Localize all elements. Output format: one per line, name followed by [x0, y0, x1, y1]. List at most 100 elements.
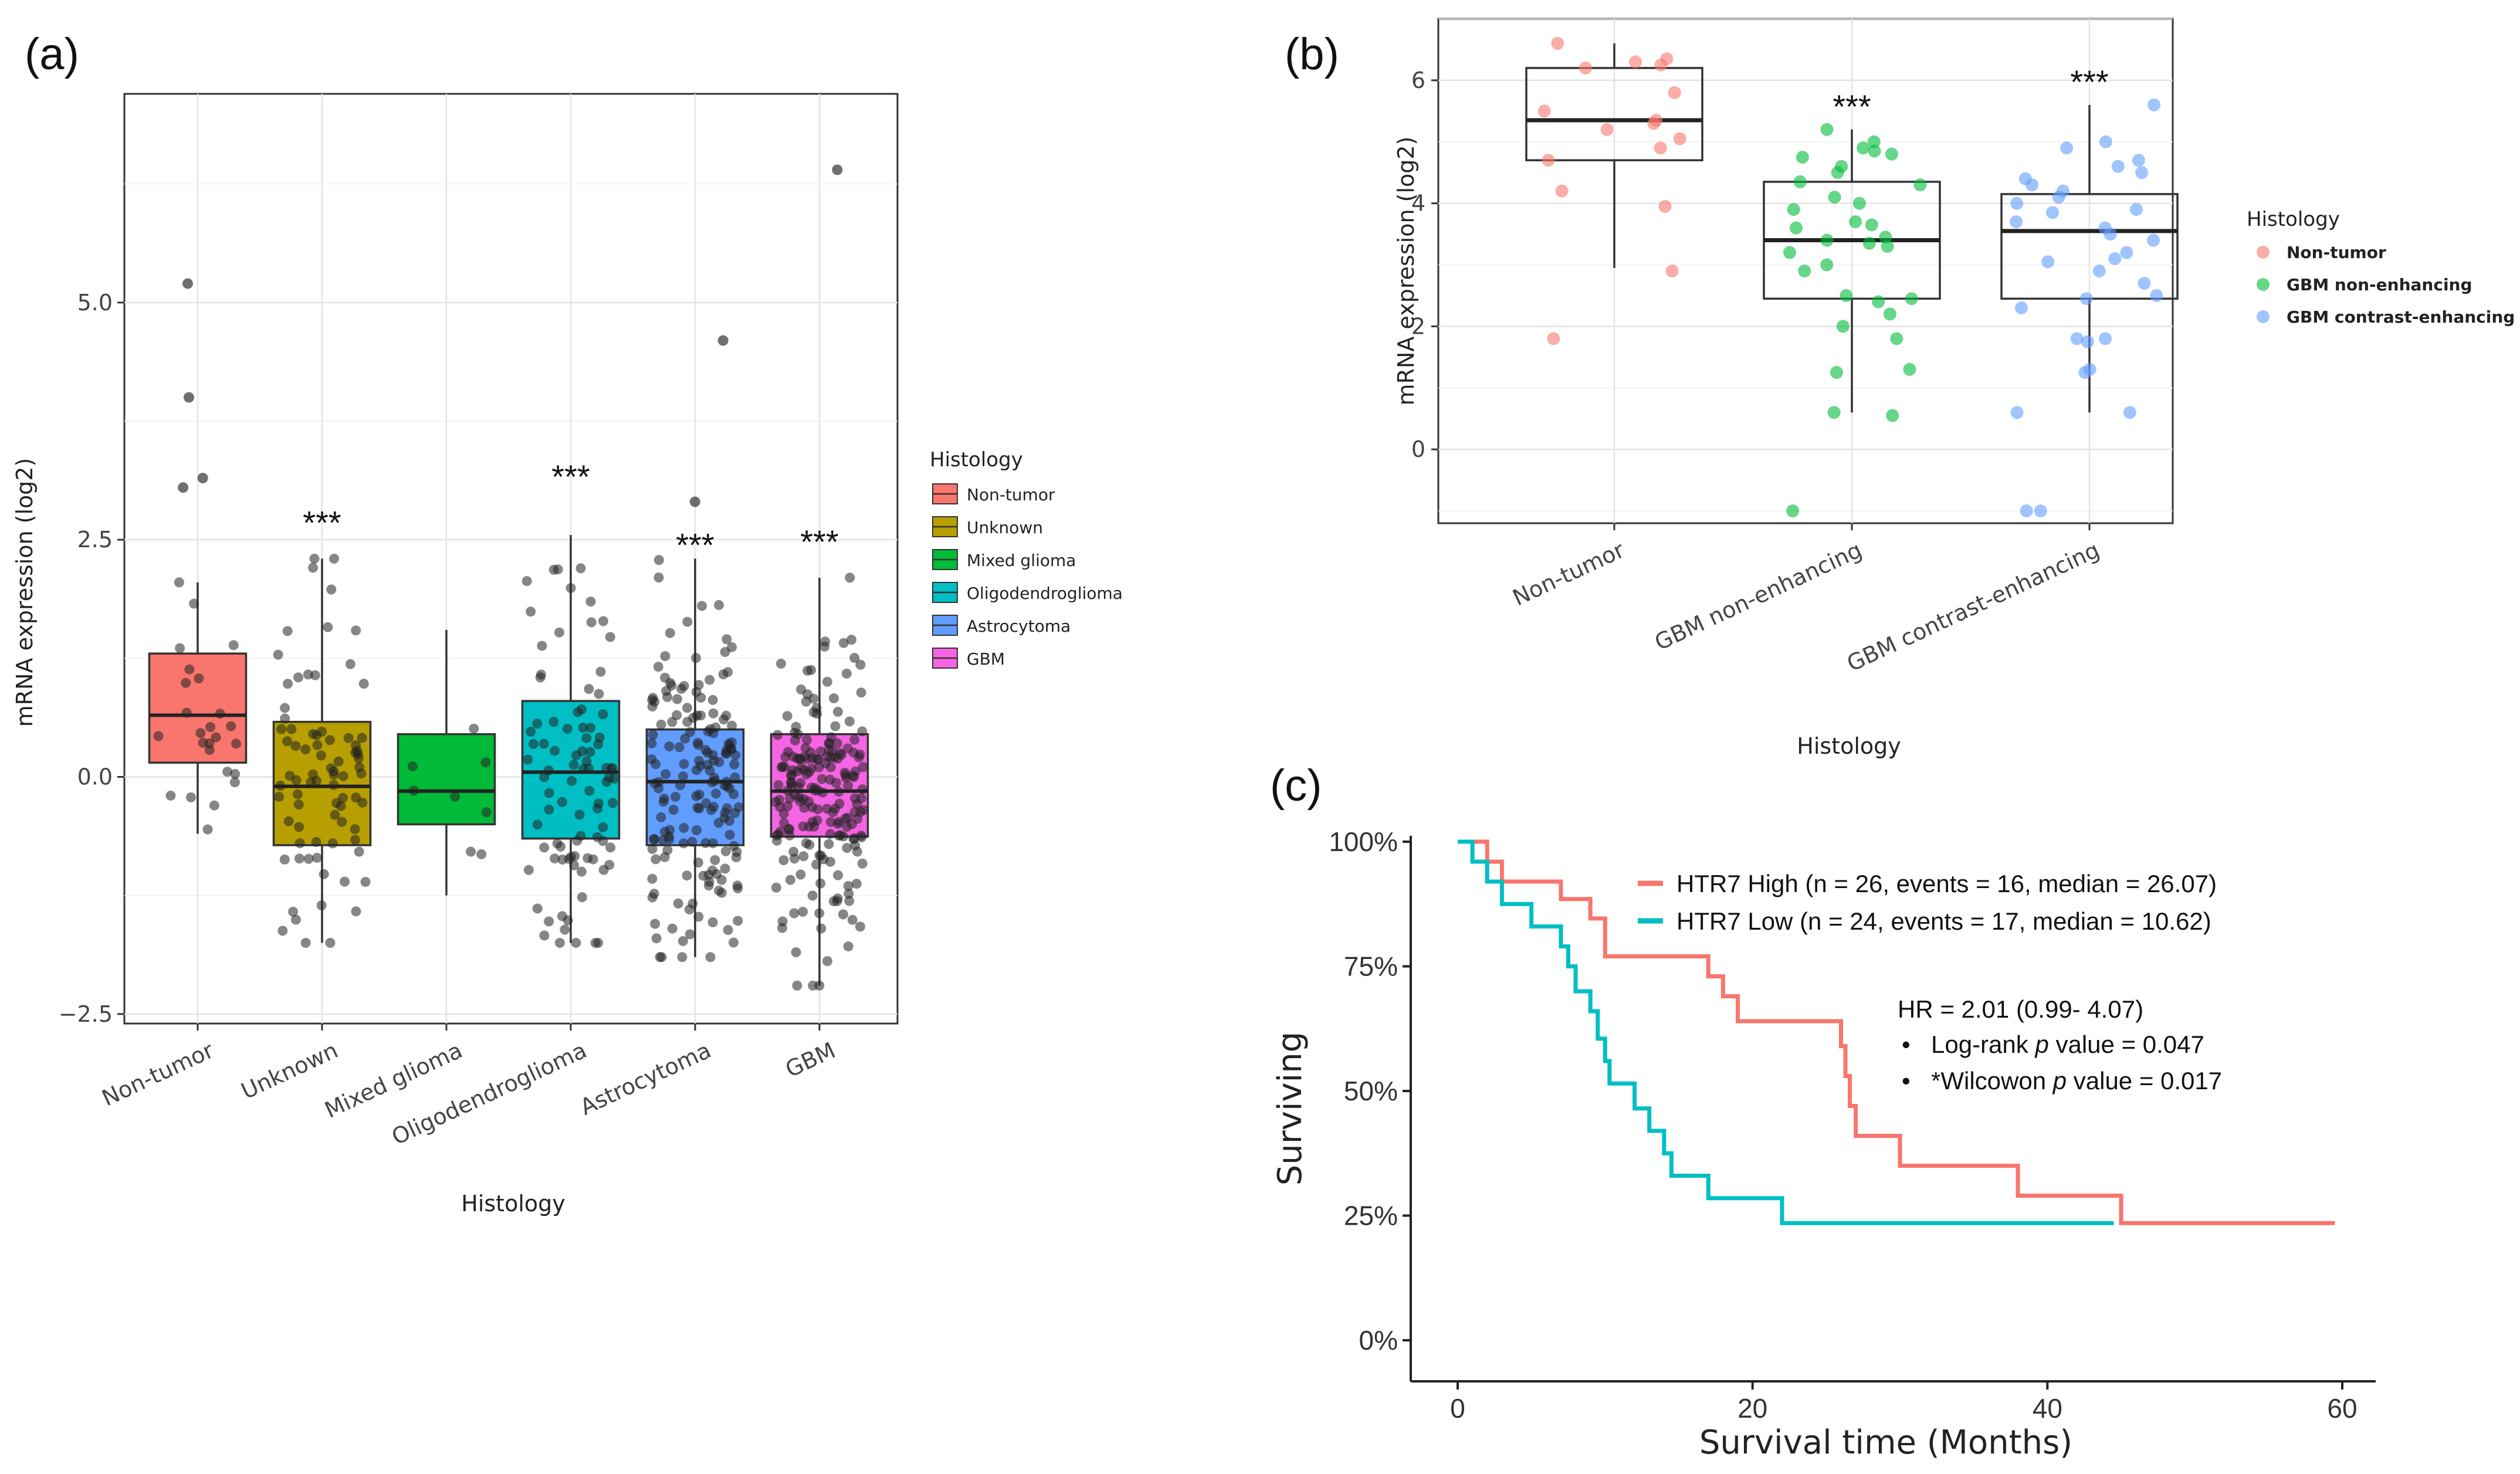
data-point	[732, 880, 743, 891]
data-point	[843, 881, 853, 892]
data-point	[585, 597, 596, 607]
data-point	[590, 938, 601, 948]
data-point	[323, 622, 333, 632]
data-point	[774, 795, 785, 805]
data-point	[814, 762, 824, 772]
data-point	[812, 754, 823, 765]
data-point	[153, 731, 164, 741]
data-point	[818, 787, 828, 798]
data-point	[722, 781, 733, 792]
data-point	[1872, 295, 1885, 309]
data-point	[802, 665, 813, 676]
data-point	[707, 694, 718, 705]
data-point	[532, 903, 543, 914]
data-point	[572, 835, 582, 846]
data-point	[548, 717, 559, 727]
km-logrank: Log-rank p value = 0.047	[1931, 1031, 2204, 1058]
data-point	[714, 600, 724, 611]
data-point	[2078, 366, 2092, 379]
data-point	[801, 838, 811, 848]
data-point	[849, 793, 860, 804]
data-point	[649, 835, 659, 845]
legend-label: Non-tumor	[2287, 243, 2386, 262]
data-point	[773, 780, 784, 791]
data-point	[293, 672, 304, 683]
data-point	[523, 865, 534, 875]
km-bullet-2: •	[1902, 1067, 1911, 1095]
data-point	[858, 762, 868, 772]
panel-c: 0% 25% 50% 75% 100% 0 20 40 60 Survival time (M…	[1271, 826, 2376, 1462]
data-point	[659, 794, 669, 804]
x-axis-title-b: Histology	[1797, 733, 1901, 759]
data-point	[710, 722, 721, 733]
y-tick-label: 5.0	[77, 290, 113, 316]
data-point	[1629, 55, 1642, 69]
data-point	[279, 854, 290, 865]
data-point	[839, 767, 850, 778]
data-point	[844, 896, 855, 906]
data-point	[656, 812, 666, 822]
data-point	[294, 838, 305, 849]
data-point	[710, 855, 720, 865]
km-legend-high: HTR7 High (n = 26, events = 16, median =…	[1676, 870, 2217, 897]
data-point	[1867, 135, 1881, 148]
data-point	[838, 638, 849, 648]
data-point	[724, 815, 734, 826]
data-point	[543, 765, 554, 775]
data-point	[548, 564, 559, 575]
data-point	[1783, 246, 1796, 259]
data-point	[847, 914, 858, 925]
x-tick-label: Astrocytoma	[576, 1037, 715, 1120]
data-point	[581, 756, 592, 767]
data-point	[1537, 104, 1551, 118]
km-wilcox: *Wilcowon p value = 0.017	[1931, 1067, 2222, 1095]
data-point	[844, 716, 855, 727]
data-point	[709, 802, 719, 812]
y-tick-label: −2.5	[59, 1001, 113, 1027]
data-point	[1647, 117, 1661, 130]
data-point	[693, 911, 704, 922]
data-point	[664, 834, 675, 845]
data-point	[1658, 199, 1672, 213]
legend-label: GBM	[967, 649, 1005, 669]
data-point	[350, 824, 360, 835]
data-point	[812, 804, 823, 815]
data-point	[682, 616, 693, 627]
data-point	[824, 839, 834, 849]
data-point	[731, 852, 741, 863]
legend-label: Non-tumor	[967, 485, 1055, 504]
data-point	[532, 819, 543, 830]
data-point	[783, 785, 793, 796]
data-point	[691, 653, 702, 663]
data-point	[702, 760, 713, 770]
data-point	[2123, 406, 2136, 419]
data-point	[550, 853, 560, 864]
data-point	[830, 721, 841, 731]
data-point	[311, 837, 321, 848]
data-point	[1673, 132, 1686, 145]
data-point	[1787, 203, 1800, 216]
data-point	[2099, 135, 2112, 148]
data-point	[562, 724, 573, 734]
data-point	[1542, 154, 1555, 167]
outlier-point	[184, 392, 195, 403]
data-point	[1820, 123, 1834, 136]
data-point	[649, 889, 659, 899]
data-point	[286, 724, 297, 734]
panel-a: −2.5 0.0 2.5 5.0 Non-tumor Unknown Mixed glio…	[12, 93, 1123, 1217]
x-tick-label: Non-tumor	[98, 1037, 218, 1111]
data-point	[1862, 236, 1876, 250]
x-tick-label: GBM	[781, 1037, 839, 1082]
data-point	[1852, 196, 1866, 210]
data-point	[675, 780, 686, 791]
data-point	[829, 693, 839, 704]
data-point	[710, 775, 720, 786]
data-point	[226, 721, 236, 731]
data-point	[539, 930, 550, 941]
data-point	[2010, 196, 2024, 210]
data-point	[282, 736, 293, 747]
data-point	[716, 887, 727, 898]
data-point	[801, 734, 812, 745]
data-point	[2129, 203, 2143, 216]
data-point	[586, 617, 597, 628]
